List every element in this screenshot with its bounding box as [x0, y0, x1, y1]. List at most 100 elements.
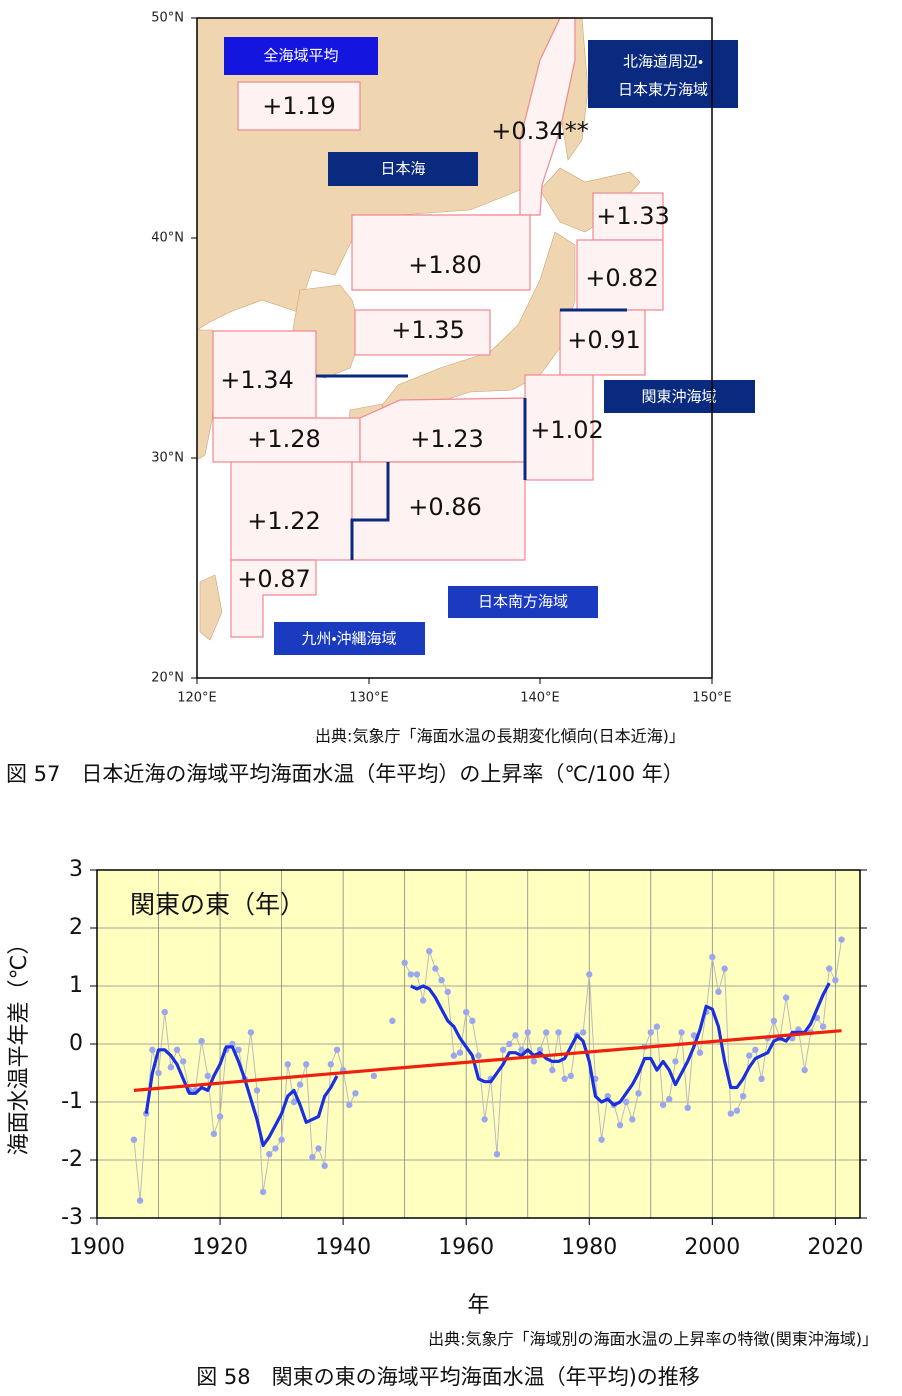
region-box: [212, 417, 361, 463]
area-label: 北海道周辺・: [623, 53, 703, 71]
lat-tick-label: 20°N: [151, 671, 184, 686]
region-value: +1.19: [262, 92, 336, 120]
data-point: [253, 1087, 261, 1094]
data-point: [499, 1046, 507, 1054]
area-label: 全海域平均: [263, 47, 338, 65]
region-box: [230, 559, 317, 638]
data-point: [758, 1075, 765, 1083]
figure-caption: 図 58 関東の東の海域平均海面水温（年平均)の推移: [196, 1365, 700, 1389]
region-value: +1.80: [408, 251, 482, 279]
area-label-bg: [224, 37, 378, 75]
data-point: [204, 1072, 211, 1080]
data-point: [309, 1153, 316, 1161]
data-point: [598, 1136, 605, 1143]
data-point: [739, 1093, 747, 1100]
region-value: +1.35: [391, 316, 465, 344]
source: 出典:気象庁「海面水温の長期変化傾向(日本近海)」: [315, 727, 685, 746]
region-value: +1.34: [220, 366, 294, 394]
area-label: 日本海: [380, 160, 425, 178]
y-tick-label: -2: [61, 1147, 83, 1172]
data-point: [721, 965, 728, 972]
data-point: [555, 1029, 562, 1036]
lat-tick-label: 40°N: [151, 231, 184, 246]
region-value: +0.86: [408, 493, 482, 521]
data-point: [426, 948, 433, 955]
data-point: [407, 971, 415, 978]
data-point: [419, 997, 427, 1004]
area-label-bg: [328, 152, 478, 186]
region-box: [237, 81, 361, 131]
chart: -3 -2 -1 0 1 2 3 1900 1920 1940 1960 1980 2000 2020 関東…: [7, 857, 867, 1318]
data-point: [475, 1052, 482, 1059]
area-label-bg: [274, 622, 425, 655]
lon-tick-label: 150°E: [692, 691, 732, 706]
area-label-bg: [604, 380, 755, 413]
area-boundaries: [316, 308, 627, 560]
data-point: [456, 1049, 464, 1056]
y-tick-label: 1: [69, 973, 83, 998]
data-point: [733, 1107, 741, 1114]
data-point: [709, 953, 716, 961]
region-box: [230, 461, 353, 561]
region-box: [559, 309, 646, 376]
area-label: 日本南方海域: [478, 593, 568, 611]
region-box: [351, 461, 526, 561]
data-point: [173, 1046, 181, 1054]
lat-tick-label: 30°N: [151, 451, 184, 466]
data-point: [266, 1151, 273, 1158]
data-point: [653, 1023, 661, 1030]
data-point: [401, 959, 408, 966]
region-box: [212, 330, 317, 419]
data-point: [622, 1098, 630, 1106]
data-point: [832, 977, 839, 984]
data-point: [506, 1040, 513, 1048]
chart-title: 関東の東（年）: [130, 890, 305, 919]
data-point: [561, 1075, 568, 1083]
data-point: [389, 1017, 396, 1024]
data-point: [536, 1046, 544, 1054]
map: +1.19 +0.34** +1.33 +1.80 +0.82 +1.35 +0…: [151, 11, 755, 706]
x-axis-label: 年: [467, 1293, 489, 1318]
data-point: [432, 965, 439, 972]
data-point: [290, 1098, 298, 1106]
x-tick-label: 2000: [684, 1235, 740, 1260]
data-point: [629, 1116, 636, 1123]
y-tick-label: 3: [69, 857, 83, 882]
plot-frame: [96, 869, 861, 1219]
x-tick-label: 1920: [192, 1235, 248, 1260]
data-point: [149, 1046, 156, 1054]
region-box: [354, 309, 491, 356]
data-point: [684, 1104, 691, 1112]
region-value: +0.34**: [491, 117, 589, 145]
lat-tick-label: 50°N: [151, 11, 184, 26]
lon-tick-label: 120°E: [177, 691, 217, 706]
data-point: [512, 1032, 519, 1039]
data-point: [161, 1008, 168, 1016]
region-value: +0.82: [585, 264, 659, 292]
region-value: +1.23: [410, 425, 484, 453]
data-point: [259, 1188, 267, 1196]
data-point: [235, 1046, 242, 1054]
data-point: [696, 1049, 704, 1056]
data-point: [413, 971, 421, 978]
region-value: +1.33: [596, 202, 670, 230]
data-point: [819, 1023, 827, 1030]
y-tick-label: 0: [69, 1031, 83, 1056]
data-point: [198, 1037, 205, 1045]
data-point: [333, 1046, 341, 1054]
data-point: [579, 1029, 587, 1036]
data-point: [530, 1058, 538, 1065]
data-point: [518, 1046, 525, 1054]
data-point: [247, 1029, 255, 1036]
data-point: [672, 1058, 679, 1065]
data-point: [278, 1136, 285, 1143]
data-point: [370, 1072, 378, 1080]
data-point: [746, 1052, 753, 1059]
data-point: [272, 1145, 279, 1152]
data-point: [284, 1061, 291, 1068]
x-tick-label: 1980: [561, 1235, 617, 1260]
series-line: [144, 982, 831, 1148]
data-point: [826, 965, 833, 972]
data-point: [678, 1029, 685, 1036]
